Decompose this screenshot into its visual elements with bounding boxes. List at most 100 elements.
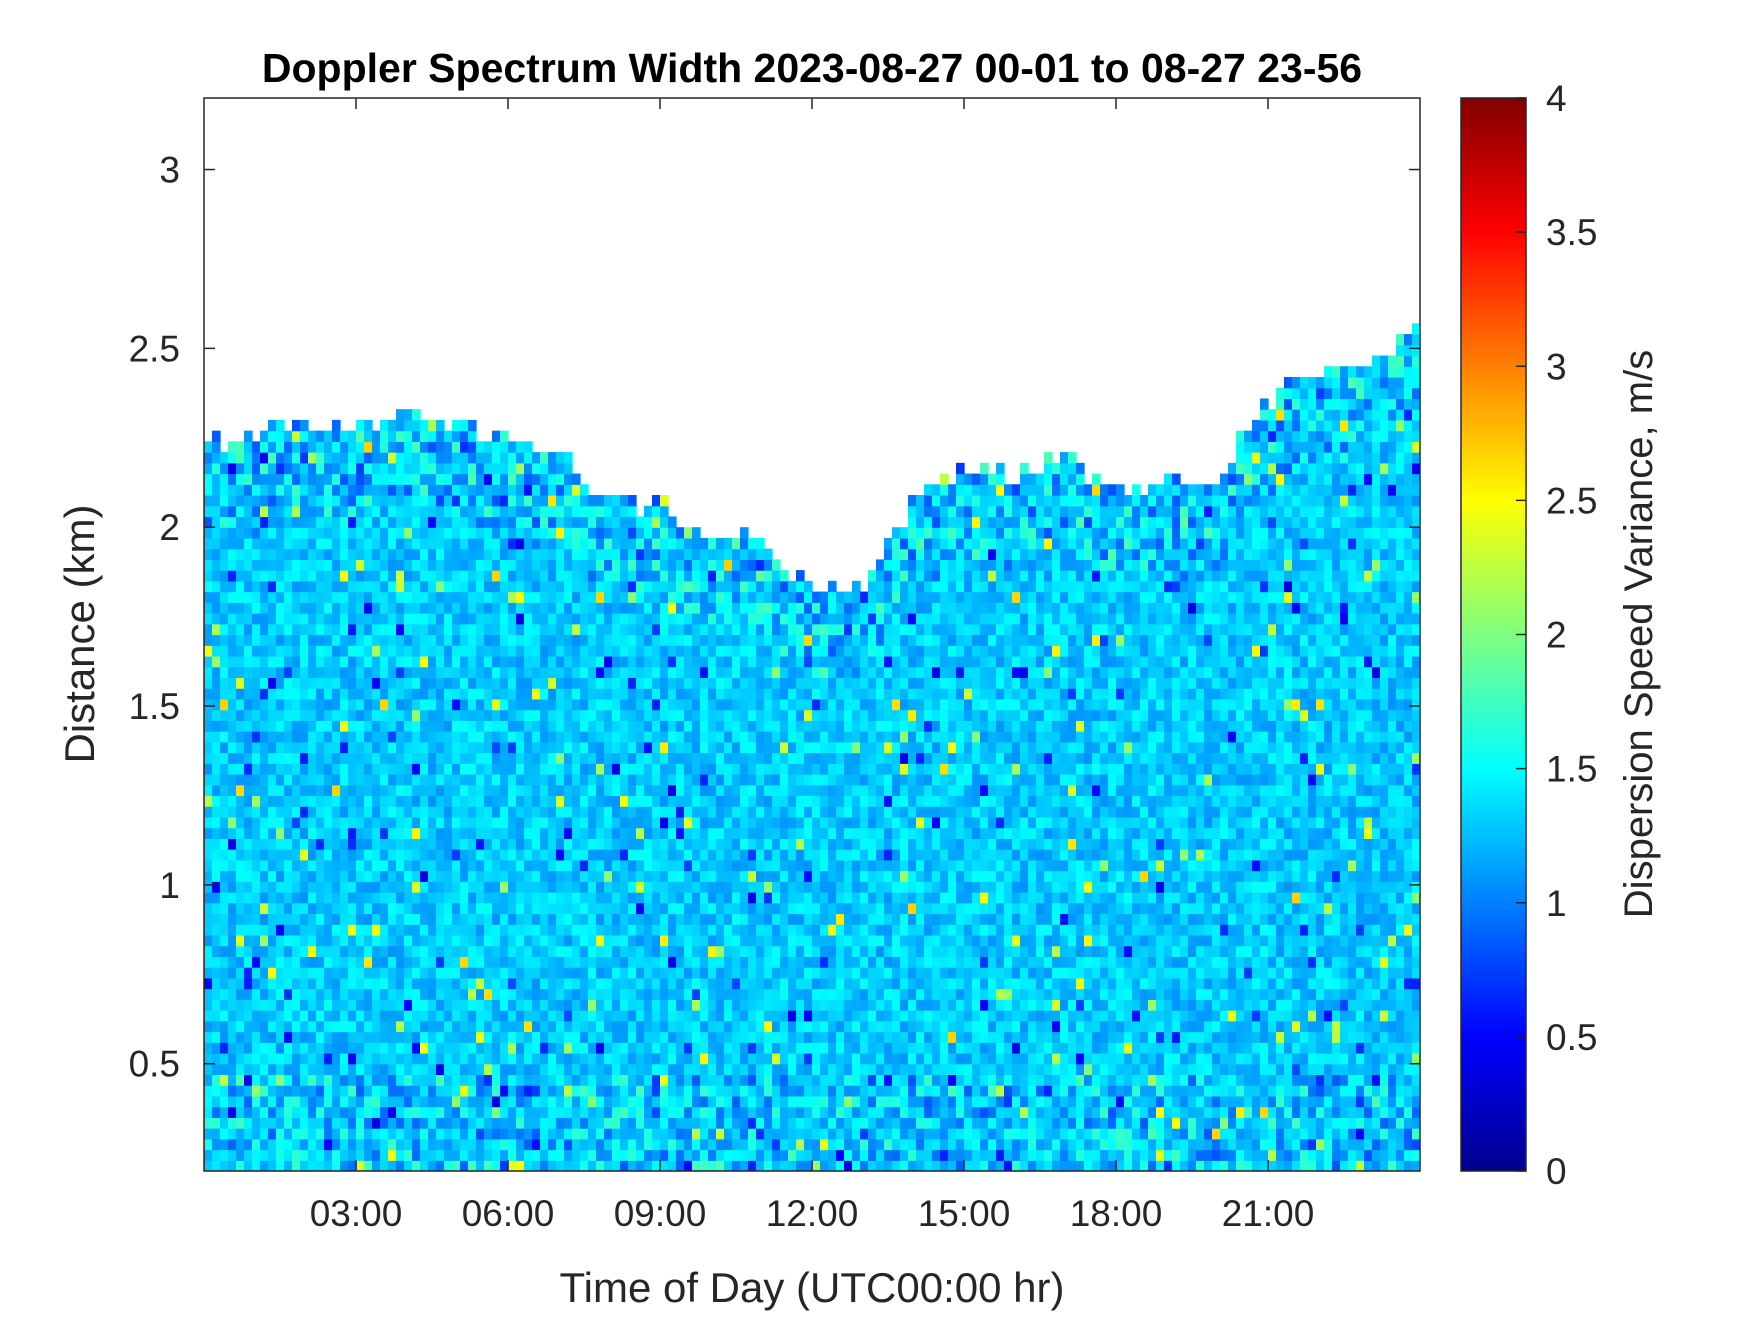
heatmap-cell xyxy=(628,1138,637,1151)
heatmap-cell xyxy=(604,623,613,636)
heatmap-cell xyxy=(628,580,637,593)
heatmap-cell xyxy=(396,548,405,560)
heatmap-cell xyxy=(428,720,437,732)
heatmap-cell xyxy=(308,988,317,1000)
heatmap-cell xyxy=(244,784,253,797)
heatmap-cell xyxy=(236,956,245,968)
heatmap-cell xyxy=(292,623,301,636)
heatmap-cell xyxy=(540,720,549,732)
heatmap-cell xyxy=(428,934,437,947)
heatmap-cell xyxy=(420,591,429,603)
heatmap-cell xyxy=(748,548,757,560)
heatmap-cell xyxy=(612,527,621,539)
heatmap-cell xyxy=(268,731,277,743)
heatmap-cell xyxy=(708,1149,717,1161)
heatmap-cell xyxy=(580,1074,589,1086)
heatmap-cell xyxy=(260,1010,269,1022)
heatmap-cell xyxy=(212,1095,221,1108)
heatmap-cell xyxy=(532,859,541,872)
heatmap-cell xyxy=(404,709,413,721)
heatmap-cell xyxy=(428,516,437,528)
heatmap-cell xyxy=(580,763,589,775)
heatmap-cell xyxy=(500,988,509,1000)
heatmap-cell xyxy=(348,870,357,882)
heatmap-cell xyxy=(732,720,741,732)
heatmap-cell xyxy=(340,934,349,947)
heatmap-cell xyxy=(252,741,261,754)
heatmap-cell xyxy=(692,763,701,775)
heatmap-cell xyxy=(380,537,389,550)
heatmap-cell xyxy=(364,1031,373,1043)
heatmap-cell xyxy=(332,763,341,775)
heatmap-cell xyxy=(588,1138,597,1151)
heatmap-cell xyxy=(756,945,765,957)
heatmap-cell xyxy=(740,859,749,872)
heatmap-cell xyxy=(564,956,573,968)
heatmap-cell xyxy=(596,613,605,625)
heatmap-cell xyxy=(644,849,653,861)
heatmap-cell xyxy=(252,1149,261,1161)
heatmap-cell xyxy=(556,1160,565,1171)
heatmap-cell xyxy=(588,827,597,839)
heatmap-cell xyxy=(268,613,277,625)
heatmap-cell xyxy=(804,870,813,882)
heatmap-cell xyxy=(412,988,421,1000)
heatmap-cell xyxy=(724,881,733,893)
heatmap-cell xyxy=(380,795,389,807)
heatmap-cell xyxy=(468,462,477,475)
heatmap-cell xyxy=(524,613,533,625)
heatmap-cell xyxy=(492,1074,501,1086)
heatmap-cell xyxy=(396,892,405,904)
heatmap-cell xyxy=(300,688,309,700)
heatmap-cell xyxy=(564,505,573,518)
heatmap-cell xyxy=(644,988,653,1000)
heatmap-cell xyxy=(588,977,597,990)
heatmap-cell xyxy=(316,516,325,528)
heatmap-cell xyxy=(332,430,341,442)
heatmap-cell xyxy=(588,945,597,957)
heatmap-cell xyxy=(564,666,573,679)
heatmap-cell xyxy=(572,1052,581,1065)
heatmap-cell xyxy=(380,634,389,646)
heatmap-cell xyxy=(764,892,773,904)
heatmap-cell xyxy=(636,591,645,603)
heatmap-cell xyxy=(412,1020,421,1033)
heatmap-cell xyxy=(428,677,437,689)
heatmap-cell xyxy=(412,816,421,829)
heatmap-cell xyxy=(252,881,261,893)
heatmap-cell xyxy=(508,859,517,872)
heatmap-cell xyxy=(244,913,253,925)
heatmap-cell xyxy=(268,1149,277,1161)
heatmap-cell xyxy=(580,1160,589,1171)
heatmap-cell xyxy=(580,849,589,861)
heatmap-cell xyxy=(420,570,429,582)
heatmap-cell xyxy=(692,655,701,668)
heatmap-cell xyxy=(444,838,453,850)
heatmap-cell xyxy=(444,1085,453,1097)
heatmap-cell xyxy=(772,1106,781,1118)
heatmap-cell xyxy=(292,741,301,754)
heatmap-cell xyxy=(652,1074,661,1086)
heatmap-cell xyxy=(556,967,565,979)
heatmap-cell xyxy=(484,892,493,904)
heatmap-cell xyxy=(604,505,613,518)
heatmap-cell xyxy=(580,1010,589,1022)
heatmap-cell xyxy=(332,870,341,882)
heatmap-cell xyxy=(404,473,413,485)
heatmap-cell xyxy=(684,1010,693,1022)
heatmap-cell xyxy=(356,645,365,657)
heatmap-cell xyxy=(804,913,813,925)
heatmap-cell xyxy=(348,623,357,636)
heatmap-cell xyxy=(252,473,261,485)
heatmap-cell xyxy=(612,859,621,872)
heatmap-cell xyxy=(340,977,349,990)
heatmap-cell xyxy=(588,613,597,625)
heatmap-cell xyxy=(556,537,565,550)
heatmap-cell xyxy=(796,913,805,925)
heatmap-cell xyxy=(460,1052,469,1065)
heatmap-cell xyxy=(708,784,717,797)
heatmap-cell xyxy=(788,731,797,743)
heatmap-cell xyxy=(324,1095,333,1108)
heatmap-cell xyxy=(236,462,245,475)
heatmap-cell xyxy=(756,773,765,786)
